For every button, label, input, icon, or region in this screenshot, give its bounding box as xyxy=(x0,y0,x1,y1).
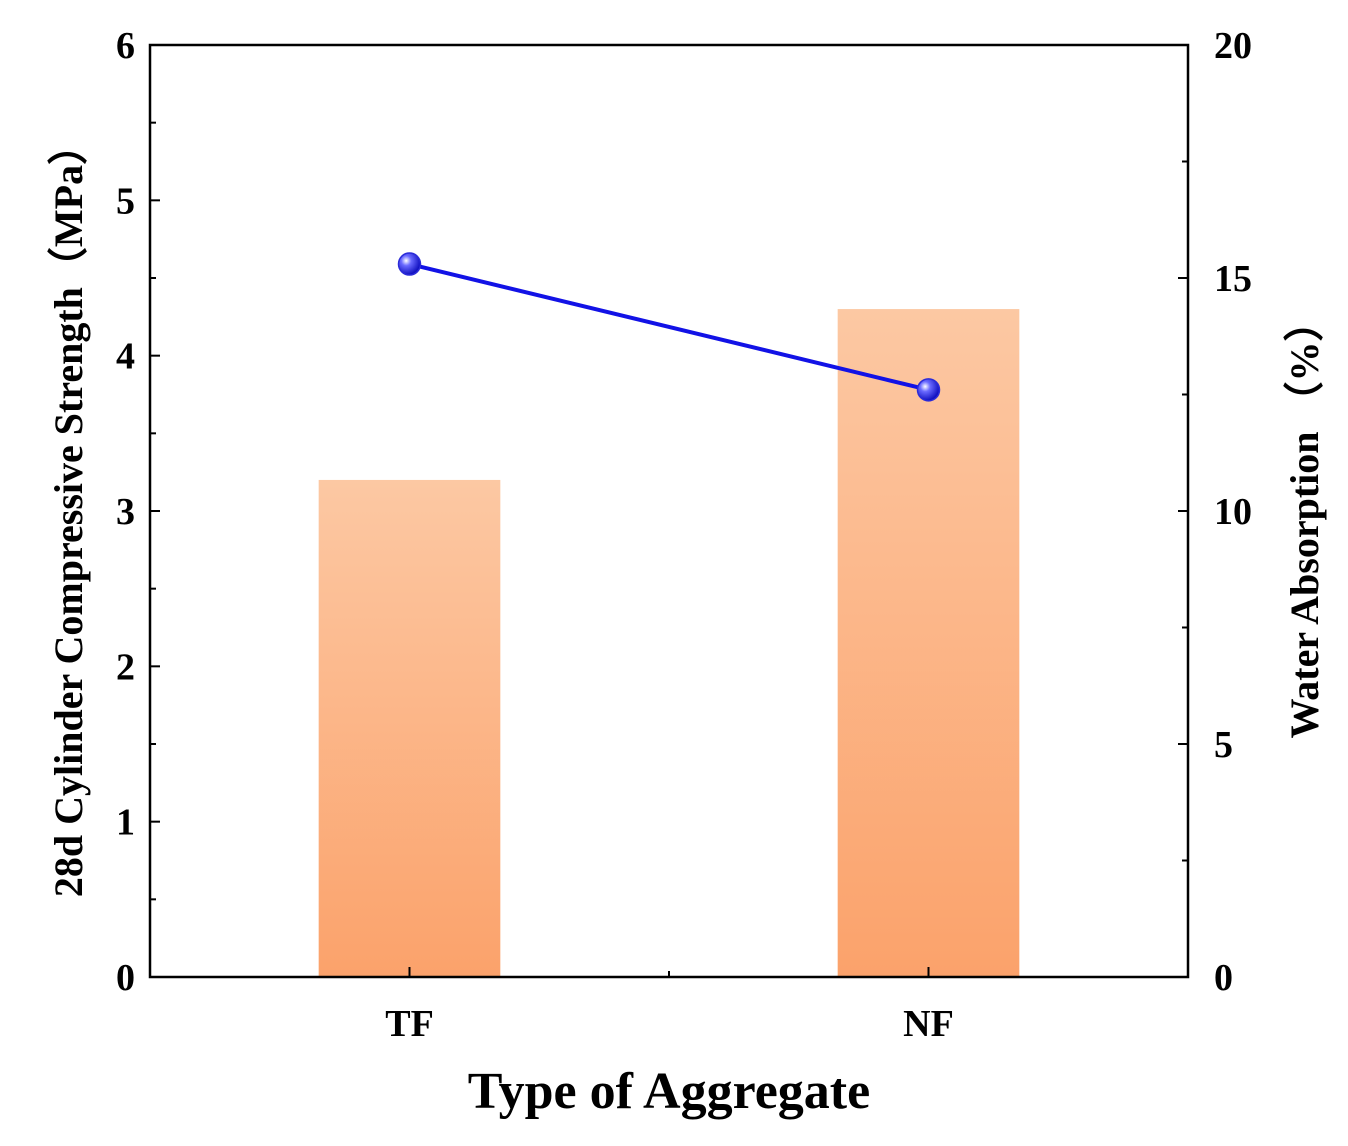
bars-layer xyxy=(318,309,1020,978)
ticks-layer: 0 1 2 3 4 5 6 0 5 10 15 20 TF NF xyxy=(116,25,1252,1045)
bar-tf xyxy=(318,479,501,977)
right-y-axis-title: Water Absorption （%） xyxy=(1282,301,1327,738)
left-tick-label-6: 6 xyxy=(116,25,135,67)
left-tick-label-0: 0 xyxy=(116,957,135,999)
x-axis-title: Type of Aggregate xyxy=(468,1063,870,1120)
bar-nf xyxy=(837,309,1020,978)
left-tick-label-3: 3 xyxy=(116,491,135,533)
left-tick-label-1: 1 xyxy=(116,802,135,844)
right-tick-label-0: 0 xyxy=(1214,957,1233,999)
x-tick-label-tf: TF xyxy=(385,1003,434,1045)
line-point-tf xyxy=(397,252,422,276)
water-absorption-line xyxy=(409,262,929,392)
right-tick-label-5: 5 xyxy=(1214,724,1233,766)
left-tick-label-5: 5 xyxy=(116,180,135,222)
left-tick-label-2: 2 xyxy=(116,646,135,688)
line-layer xyxy=(397,252,941,402)
right-tick-label-20: 20 xyxy=(1214,25,1252,67)
plot-frame xyxy=(148,43,1190,979)
x-tick-label-nf: NF xyxy=(903,1003,954,1045)
left-tick-label-4: 4 xyxy=(116,336,135,378)
left-y-axis-title: 28d Cylinder Compressive Strength（MPa） xyxy=(46,125,91,897)
right-tick-label-15: 15 xyxy=(1214,258,1252,300)
line-point-nf xyxy=(916,378,941,402)
right-tick-label-10: 10 xyxy=(1214,491,1252,533)
